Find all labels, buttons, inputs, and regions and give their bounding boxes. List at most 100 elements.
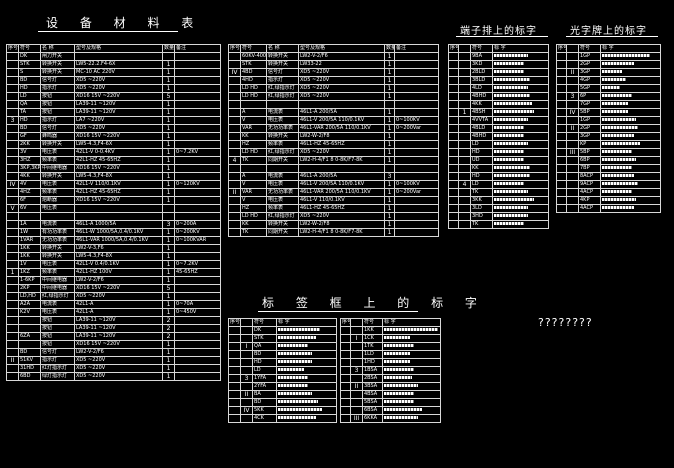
- group-cell: [6, 196, 19, 205]
- spec-cell: 46L1-VAR 200/5A 110/0.1KV: [298, 124, 385, 133]
- blank-cell: [556, 204, 567, 213]
- label-text-mark: [602, 158, 636, 161]
- code-cell: 4BLD: [470, 124, 493, 133]
- code-cell: 9ACP: [578, 180, 601, 189]
- label-cell: [382, 390, 441, 399]
- code-cell: S: [18, 68, 41, 77]
- blank-cell: [228, 334, 241, 343]
- spec-cell: 46L1-V 110/0.1KV: [298, 196, 385, 205]
- label-cell: [492, 188, 549, 197]
- table-row: 1 1KZ 频率表 42L1-HZ 100V 1 45-65HZ: [6, 268, 221, 277]
- name-cell: 按钮: [40, 324, 75, 333]
- label-text-mark: [602, 78, 626, 81]
- group-cell: [566, 76, 579, 85]
- spec-cell: [298, 164, 385, 173]
- label-cell: [492, 100, 549, 109]
- table-row: 1 4BSH: [448, 108, 549, 117]
- name-cell: 信号灯: [40, 76, 75, 85]
- name-cell: 按钮: [40, 340, 75, 349]
- name-cell: 电流表: [40, 300, 75, 309]
- label-cell: [600, 180, 661, 189]
- code-cell: 1HD: [362, 358, 383, 367]
- label-cell: [276, 374, 337, 383]
- blank-cell: [448, 212, 459, 221]
- code-cell: 2KK: [18, 140, 41, 149]
- spec-cell: XD5 ~220V: [298, 92, 385, 101]
- table-row: TK: [448, 220, 549, 229]
- group-cell: [566, 140, 579, 149]
- qty-cell: 1: [162, 148, 175, 157]
- table-row: BD 信号灯 LW2-V-2/F6 1: [6, 348, 221, 357]
- group-cell: [240, 334, 253, 343]
- qty-cell: 1: [162, 228, 175, 237]
- code-cell: 4BHD: [470, 132, 493, 141]
- label-text-mark: [494, 78, 530, 81]
- label-cell: [276, 398, 337, 407]
- remark-cell: [174, 332, 221, 341]
- blank-cell: [448, 188, 459, 197]
- group-cell: [228, 196, 241, 205]
- table-row: 4CK: [228, 414, 337, 423]
- header-qty: 数量: [384, 44, 395, 53]
- table-row: III 6KKA: [340, 414, 441, 423]
- remark-cell: [174, 364, 221, 373]
- spec-cell: LW2-W-2/F8: [298, 132, 385, 141]
- blank-cell: [228, 350, 241, 359]
- name-cell: 转换开关: [266, 220, 299, 229]
- table-row: 2KK 转换开关 LW5-4.3,F4-6X 1: [6, 140, 221, 149]
- label-text-mark: [494, 54, 528, 57]
- blank-cell: [448, 164, 459, 173]
- group-cell: [566, 204, 579, 213]
- code-cell: 5BP: [578, 148, 601, 157]
- table-row: LD HD 红,绿指示灯 XD5 ~220V 1: [228, 84, 439, 93]
- name-cell: 信号灯: [40, 348, 75, 357]
- label-cell: [492, 156, 549, 165]
- qty-cell: 1: [162, 116, 175, 125]
- remark-cell: [174, 164, 221, 173]
- label-text-mark: [602, 142, 640, 145]
- table-row: S 转换开关 MC-10 AC 220V 1: [6, 68, 221, 77]
- group-cell: V: [6, 204, 19, 213]
- code-cell: 4GP: [578, 76, 601, 85]
- group-cell: [228, 52, 241, 61]
- qty-cell: 1: [384, 140, 395, 149]
- header-label: 标 字: [276, 318, 337, 327]
- code-cell: 60KV-400V: [240, 52, 267, 61]
- group-cell: [240, 398, 253, 407]
- table-row: 9BA: [448, 52, 549, 61]
- group-cell: [566, 156, 579, 165]
- name-cell: 转换开关: [266, 52, 299, 61]
- table-row: 1V 电压表 42L1-V 0.4/0.1KV 1 0~7.2KV: [6, 260, 221, 269]
- spec-cell: [298, 100, 385, 109]
- code-cell: 4BSH: [470, 108, 493, 117]
- name-cell: 频率表: [40, 188, 75, 197]
- remark-cell: [174, 100, 221, 109]
- header-label: 标 字: [382, 318, 441, 327]
- table-header-row: 序号 符号 标 字: [340, 318, 441, 327]
- label-cell: [492, 116, 549, 125]
- blank-cell: [448, 148, 459, 157]
- spec-cell: MC-10 AC 220V: [74, 68, 163, 77]
- qty-cell: 2: [162, 332, 175, 341]
- label-text-mark: [494, 110, 534, 113]
- spec-cell: LW5-22.2.F4-6X: [74, 60, 163, 69]
- group-cell: [458, 196, 471, 205]
- group-cell: [566, 116, 579, 125]
- label-cell: [382, 382, 441, 391]
- remark-cell: 45-65HZ: [174, 268, 221, 277]
- code-cell: 5BSA: [362, 398, 383, 407]
- group-cell: [458, 212, 471, 221]
- table-row: HZ 频率表 46L1-HZ 45-65HZ 1: [228, 204, 439, 213]
- group-cell: IV: [228, 68, 241, 77]
- spec-cell: 46L1-A 1000/5A: [74, 220, 163, 229]
- remark-cell: 0~200A: [174, 220, 221, 229]
- label-text-mark: [602, 102, 628, 105]
- blank-cell: [556, 124, 567, 133]
- group-cell: [6, 300, 19, 309]
- group-cell: 3: [6, 116, 19, 125]
- spec-cell: XD5 ~220V: [298, 68, 385, 77]
- code-cell: HD: [18, 116, 41, 125]
- code-cell: QA: [18, 100, 41, 109]
- header-seq: 序号: [340, 318, 351, 327]
- name-cell: 频率表: [40, 268, 75, 277]
